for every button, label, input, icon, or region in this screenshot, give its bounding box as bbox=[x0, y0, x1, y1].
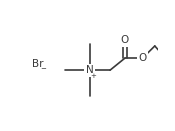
Text: +: + bbox=[90, 73, 96, 79]
Text: O: O bbox=[138, 53, 147, 63]
Text: −: − bbox=[40, 66, 46, 72]
Text: Br: Br bbox=[32, 59, 44, 69]
Text: N: N bbox=[86, 65, 94, 75]
Text: O: O bbox=[121, 35, 129, 45]
